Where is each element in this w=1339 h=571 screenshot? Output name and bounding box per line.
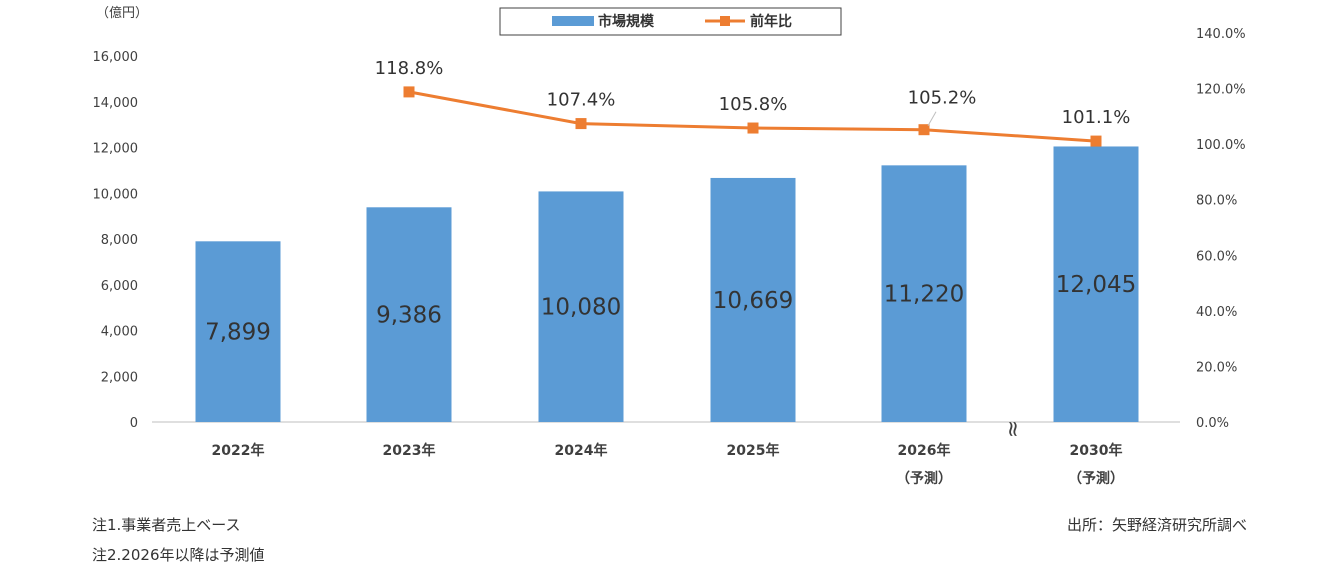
category-label: 2022年	[212, 442, 265, 459]
category-label: 2026年	[898, 442, 951, 459]
category-label: （予測）	[1068, 470, 1124, 487]
right-tick-label: 20.0%	[1196, 360, 1237, 375]
line-marker	[1090, 135, 1102, 147]
category-label: （予測）	[896, 470, 952, 487]
right-tick-label: 80.0%	[1196, 194, 1237, 209]
bar	[1053, 146, 1139, 422]
line-value-label: 105.8%	[719, 94, 788, 115]
line-series: 118.8% 107.4% 105.8% 105.2% 101.1%	[375, 58, 1131, 147]
legend-bar-label: 市場規模	[598, 13, 655, 30]
source-note: 出所：矢野経済研究所調べ	[1067, 516, 1247, 534]
category-label: 2024年	[555, 442, 608, 459]
bar-value-label: 9,386	[376, 303, 442, 329]
line-marker	[403, 86, 415, 98]
category-label: 2030年	[1070, 442, 1123, 459]
line-marker	[575, 118, 587, 130]
left-tick-label: 16,000	[93, 50, 139, 65]
right-tick-label: 120.0%	[1196, 83, 1246, 98]
bar-value-label: 10,080	[541, 295, 621, 321]
right-tick-label: 60.0%	[1196, 249, 1237, 264]
left-tick-label: 10,000	[93, 187, 139, 202]
bar	[710, 177, 796, 422]
bar-value-label: 7,899	[205, 320, 271, 346]
note-2: 注2.2026年以降は予測値	[92, 546, 265, 564]
bar	[538, 191, 624, 422]
category-label: 2023年	[383, 442, 436, 459]
line-marker	[918, 124, 930, 136]
left-tick-label: 8,000	[101, 233, 138, 248]
bar	[195, 241, 281, 422]
line-value-label: 118.8%	[375, 58, 444, 79]
line-value-label: 107.4%	[547, 90, 616, 111]
bar	[881, 165, 967, 422]
right-tick-label: 100.0%	[1196, 138, 1246, 153]
line-marker	[747, 122, 759, 134]
bar-value-label: 11,220	[884, 282, 964, 308]
right-tick-label: 40.0%	[1196, 305, 1237, 320]
left-tick-label: 6,000	[101, 279, 138, 294]
legend: 市場規模 前年比	[499, 7, 842, 36]
axis-break-symbol: ≈	[1000, 420, 1025, 438]
left-tick-label: 14,000	[93, 96, 139, 111]
left-axis: 0 2,000 4,000 6,000 8,000 10,000 12,000 14,000 1…	[93, 50, 139, 431]
left-tick-label: 4,000	[101, 325, 138, 340]
line-value-label: 101.1%	[1062, 107, 1131, 128]
legend-line-marker	[720, 16, 730, 26]
bar-series: 7,899 9,386 10,080 10,669 11,220 12,045	[195, 146, 1139, 422]
bar	[366, 207, 452, 422]
right-axis: 0.0% 20.0% 40.0% 60.0% 80.0% 100.0% 120.0% 140.…	[1196, 27, 1246, 431]
left-tick-label: 2,000	[101, 370, 138, 385]
right-tick-label: 140.0%	[1196, 27, 1246, 42]
left-axis-unit-label: （億円）	[96, 5, 148, 21]
left-tick-label: 12,000	[93, 142, 139, 157]
bar-value-label: 12,045	[1056, 272, 1136, 298]
bar-value-label: 10,669	[713, 288, 793, 314]
note-1: 注1.事業者売上ベース	[92, 516, 241, 534]
right-tick-label: 0.0%	[1196, 416, 1229, 431]
data-label-leader	[927, 111, 937, 126]
category-label: 2025年	[727, 442, 780, 459]
x-axis: 2022年 2023年 2024年 2025年 2026年 （予測） 2030年 （予測）	[212, 442, 1124, 487]
left-tick-label: 0	[130, 416, 138, 431]
legend-line-label: 前年比	[750, 13, 792, 30]
line-value-label: 105.2%	[908, 88, 977, 109]
legend-bar-swatch	[552, 16, 594, 26]
